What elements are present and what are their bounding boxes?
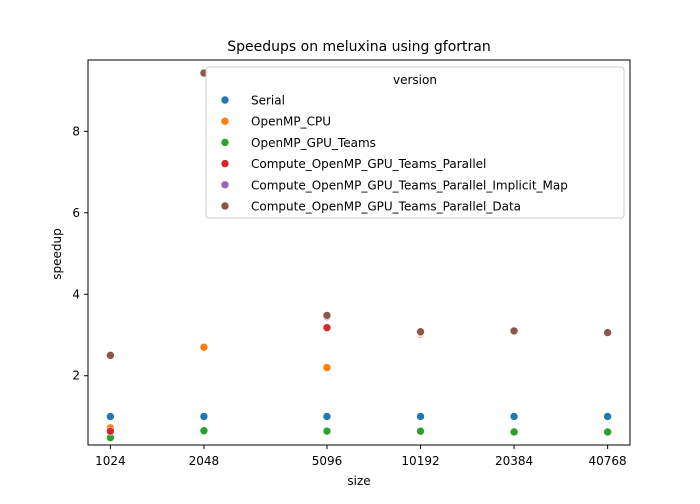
point-openmp-gpu-teams [509, 427, 519, 437]
point-serial [416, 412, 425, 421]
x-tick-label: 20384 [495, 454, 533, 468]
legend-label-compute-openmp-gpu-teams-parallel: Compute_OpenMP_GPU_Teams_Parallel [251, 157, 486, 171]
y-tick-label: 2 [72, 369, 80, 383]
y-tick-label: 8 [72, 124, 80, 138]
legend-label-compute-openmp-gpu-teams-parallel-implicit-map: Compute_OpenMP_GPU_Teams_Parallel_Implic… [251, 178, 568, 192]
x-tick-label: 10192 [401, 454, 439, 468]
legend-marker-compute-openmp-gpu-teams-parallel-implicit-map [220, 180, 230, 190]
plot-area: 1024 2048 5096 10192 20384 40768 2 4 6 8 [72, 59, 631, 468]
point-serial [603, 412, 612, 421]
point-serial [322, 412, 332, 421]
point-compute-openmp-gpu-teams-parallel-data [106, 351, 115, 360]
legend-marker-compute-openmp-gpu-teams-parallel [220, 159, 230, 168]
x-tick-label: 1024 [95, 454, 126, 468]
point-serial [106, 412, 115, 421]
x-tick-label: 5096 [312, 454, 343, 468]
legend-marker-openmp-cpu [220, 116, 230, 126]
legend-label-compute-openmp-gpu-teams-parallel-data: Compute_OpenMP_GPU_Teams_Parallel_Data [251, 200, 521, 214]
point-openmp-gpu-teams [416, 426, 425, 436]
point-compute-openmp-gpu-teams-parallel [322, 323, 332, 332]
legend-title: version [393, 73, 437, 87]
legend-label-openmp-cpu: OpenMP_CPU [251, 115, 331, 129]
point-compute-openmp-gpu-teams-parallel-data [509, 326, 519, 336]
legend-frame [205, 66, 625, 219]
point-compute-openmp-gpu-teams-parallel-data [416, 327, 425, 337]
point-openmp-gpu-teams [199, 426, 209, 436]
point-compute-openmp-gpu-teams-parallel [106, 426, 115, 436]
point-openmp-cpu [199, 342, 209, 352]
x-tick-label: 40768 [589, 454, 627, 468]
point-openmp-cpu [322, 363, 332, 372]
legend-marker-openmp-gpu-teams [220, 138, 230, 147]
chart-title: Speedups on meluxina using gfortran [227, 39, 490, 55]
legend-label-serial: Serial [251, 94, 285, 108]
point-compute-openmp-gpu-teams-parallel-data [603, 328, 612, 337]
legend-marker-compute-openmp-gpu-teams-parallel-data [220, 201, 230, 211]
point-compute-openmp-gpu-teams-parallel-data [322, 311, 332, 320]
y-tick-label: 6 [72, 206, 80, 220]
x-tick-label: 2048 [189, 454, 220, 468]
x-axis-label: size [347, 474, 370, 488]
legend-label-openmp-gpu-teams: OpenMP_GPU_Teams [251, 136, 376, 150]
legend-marker-serial [220, 95, 230, 105]
point-openmp-gpu-teams [322, 426, 332, 436]
plot-frame [87, 59, 631, 446]
y-tick-label: 4 [72, 287, 80, 301]
legend: version Serial OpenMP_CPU OpenMP_GPU_Teams… [205, 66, 625, 219]
point-serial [199, 412, 209, 421]
point-serial [509, 412, 519, 421]
point-openmp-gpu-teams [603, 427, 612, 437]
y-axis-label: speedup [50, 228, 64, 279]
